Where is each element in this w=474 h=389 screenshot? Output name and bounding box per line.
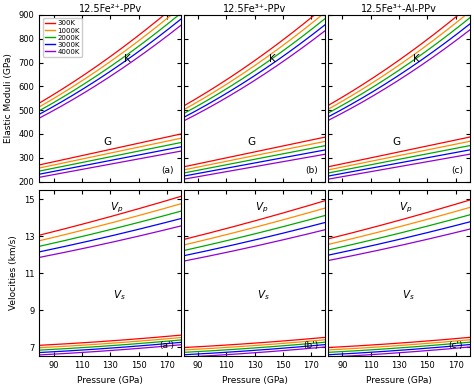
- Text: $V_p$: $V_p$: [110, 200, 124, 215]
- Text: K: K: [269, 54, 275, 63]
- Text: $V_s$: $V_s$: [402, 288, 415, 302]
- Text: (b'): (b'): [303, 341, 319, 350]
- Text: $V_s$: $V_s$: [113, 288, 126, 302]
- Y-axis label: Velocities (km/s): Velocities (km/s): [9, 236, 18, 310]
- Text: (a): (a): [162, 166, 174, 175]
- Title: 12.5Fe³⁺-Al-PPv: 12.5Fe³⁺-Al-PPv: [361, 4, 437, 14]
- Title: 12.5Fe²⁺-PPv: 12.5Fe²⁺-PPv: [79, 4, 142, 14]
- X-axis label: Pressure (GPa): Pressure (GPa): [77, 376, 143, 385]
- Text: (b): (b): [306, 166, 319, 175]
- X-axis label: Pressure (GPa): Pressure (GPa): [222, 376, 288, 385]
- Text: (c): (c): [451, 166, 463, 175]
- Text: G: G: [247, 137, 255, 147]
- Text: G: G: [392, 137, 400, 147]
- Text: G: G: [103, 137, 111, 147]
- Text: $V_p$: $V_p$: [255, 200, 268, 215]
- Y-axis label: Elastic Moduli (GPa): Elastic Moduli (GPa): [4, 53, 13, 143]
- Legend: 300K, 1000K, 2000K, 3000K, 4000K: 300K, 1000K, 2000K, 3000K, 4000K: [43, 18, 82, 57]
- Text: (c'): (c'): [448, 341, 463, 350]
- X-axis label: Pressure (GPa): Pressure (GPa): [366, 376, 432, 385]
- Text: K: K: [124, 54, 131, 63]
- Text: K: K: [413, 54, 420, 63]
- Text: $V_p$: $V_p$: [399, 200, 412, 215]
- Text: $V_s$: $V_s$: [257, 288, 270, 302]
- Text: (a'): (a'): [159, 341, 174, 350]
- Title: 12.5Fe³⁺-PPv: 12.5Fe³⁺-PPv: [223, 4, 286, 14]
